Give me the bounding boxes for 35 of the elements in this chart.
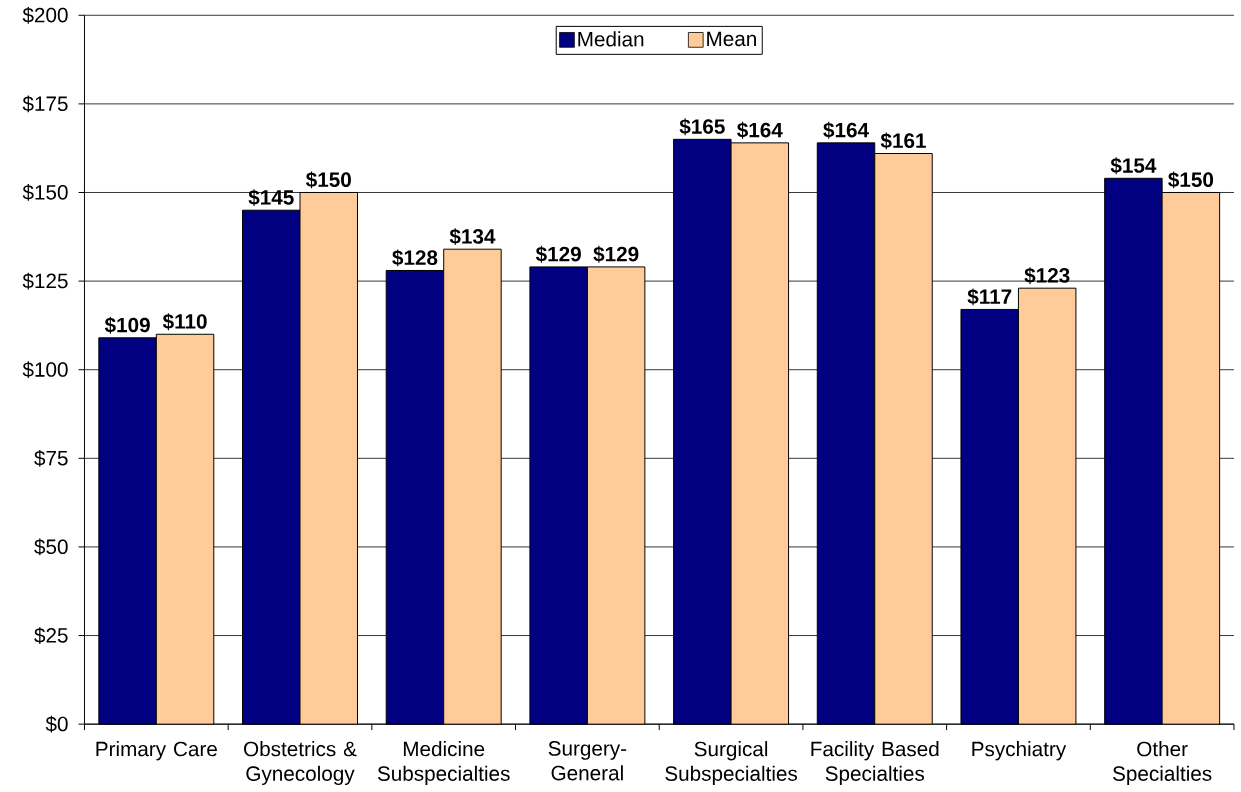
y-tick-label: $175 [22,95,68,113]
data-label: $129 [535,245,581,263]
data-label: $161 [880,132,926,150]
data-label: $129 [593,245,639,263]
y-tick-label: $25 [34,627,68,644]
data-label: $109 [104,316,150,334]
x-tick-label: Medicine Subspecialties [377,741,510,786]
data-label: $154 [1110,157,1157,175]
legend-label: Median [578,31,644,47]
x-tick-label: Primary Care [96,741,217,761]
y-tick-label: $75 [34,449,68,467]
y-tick-label: $150 [22,184,68,201]
y-tick-label: $50 [34,538,68,556]
x-tick-label: Obstetrics & Gynecology [244,741,357,786]
x-tick-label: Surgery-General [548,741,627,781]
data-label: $117 [967,288,1012,306]
data-label: $164 [823,121,869,139]
data-label: $164 [737,121,783,139]
data-label: $128 [392,249,438,267]
y-tick-label: $100 [22,361,68,379]
data-label: $165 [679,118,725,136]
x-tick-label: Surgical Subspecialties [665,741,798,786]
y-tick-label: $0 [45,715,68,733]
y-tick-label: $125 [22,272,68,290]
y-tick-label: $200 [22,6,68,24]
x-tick-label: Facility Based Specialties [811,741,939,786]
data-label: $145 [248,189,294,207]
data-label: $150 [305,171,351,189]
data-label: $134 [449,228,496,246]
legend-label: Mean [707,31,756,47]
data-label: $110 [162,313,207,331]
data-label: $150 [1168,171,1214,189]
x-tick-label: Psychiatry [972,741,1067,761]
data-label: $123 [1024,267,1070,285]
x-tick-label: Other Specialties [1113,741,1212,786]
